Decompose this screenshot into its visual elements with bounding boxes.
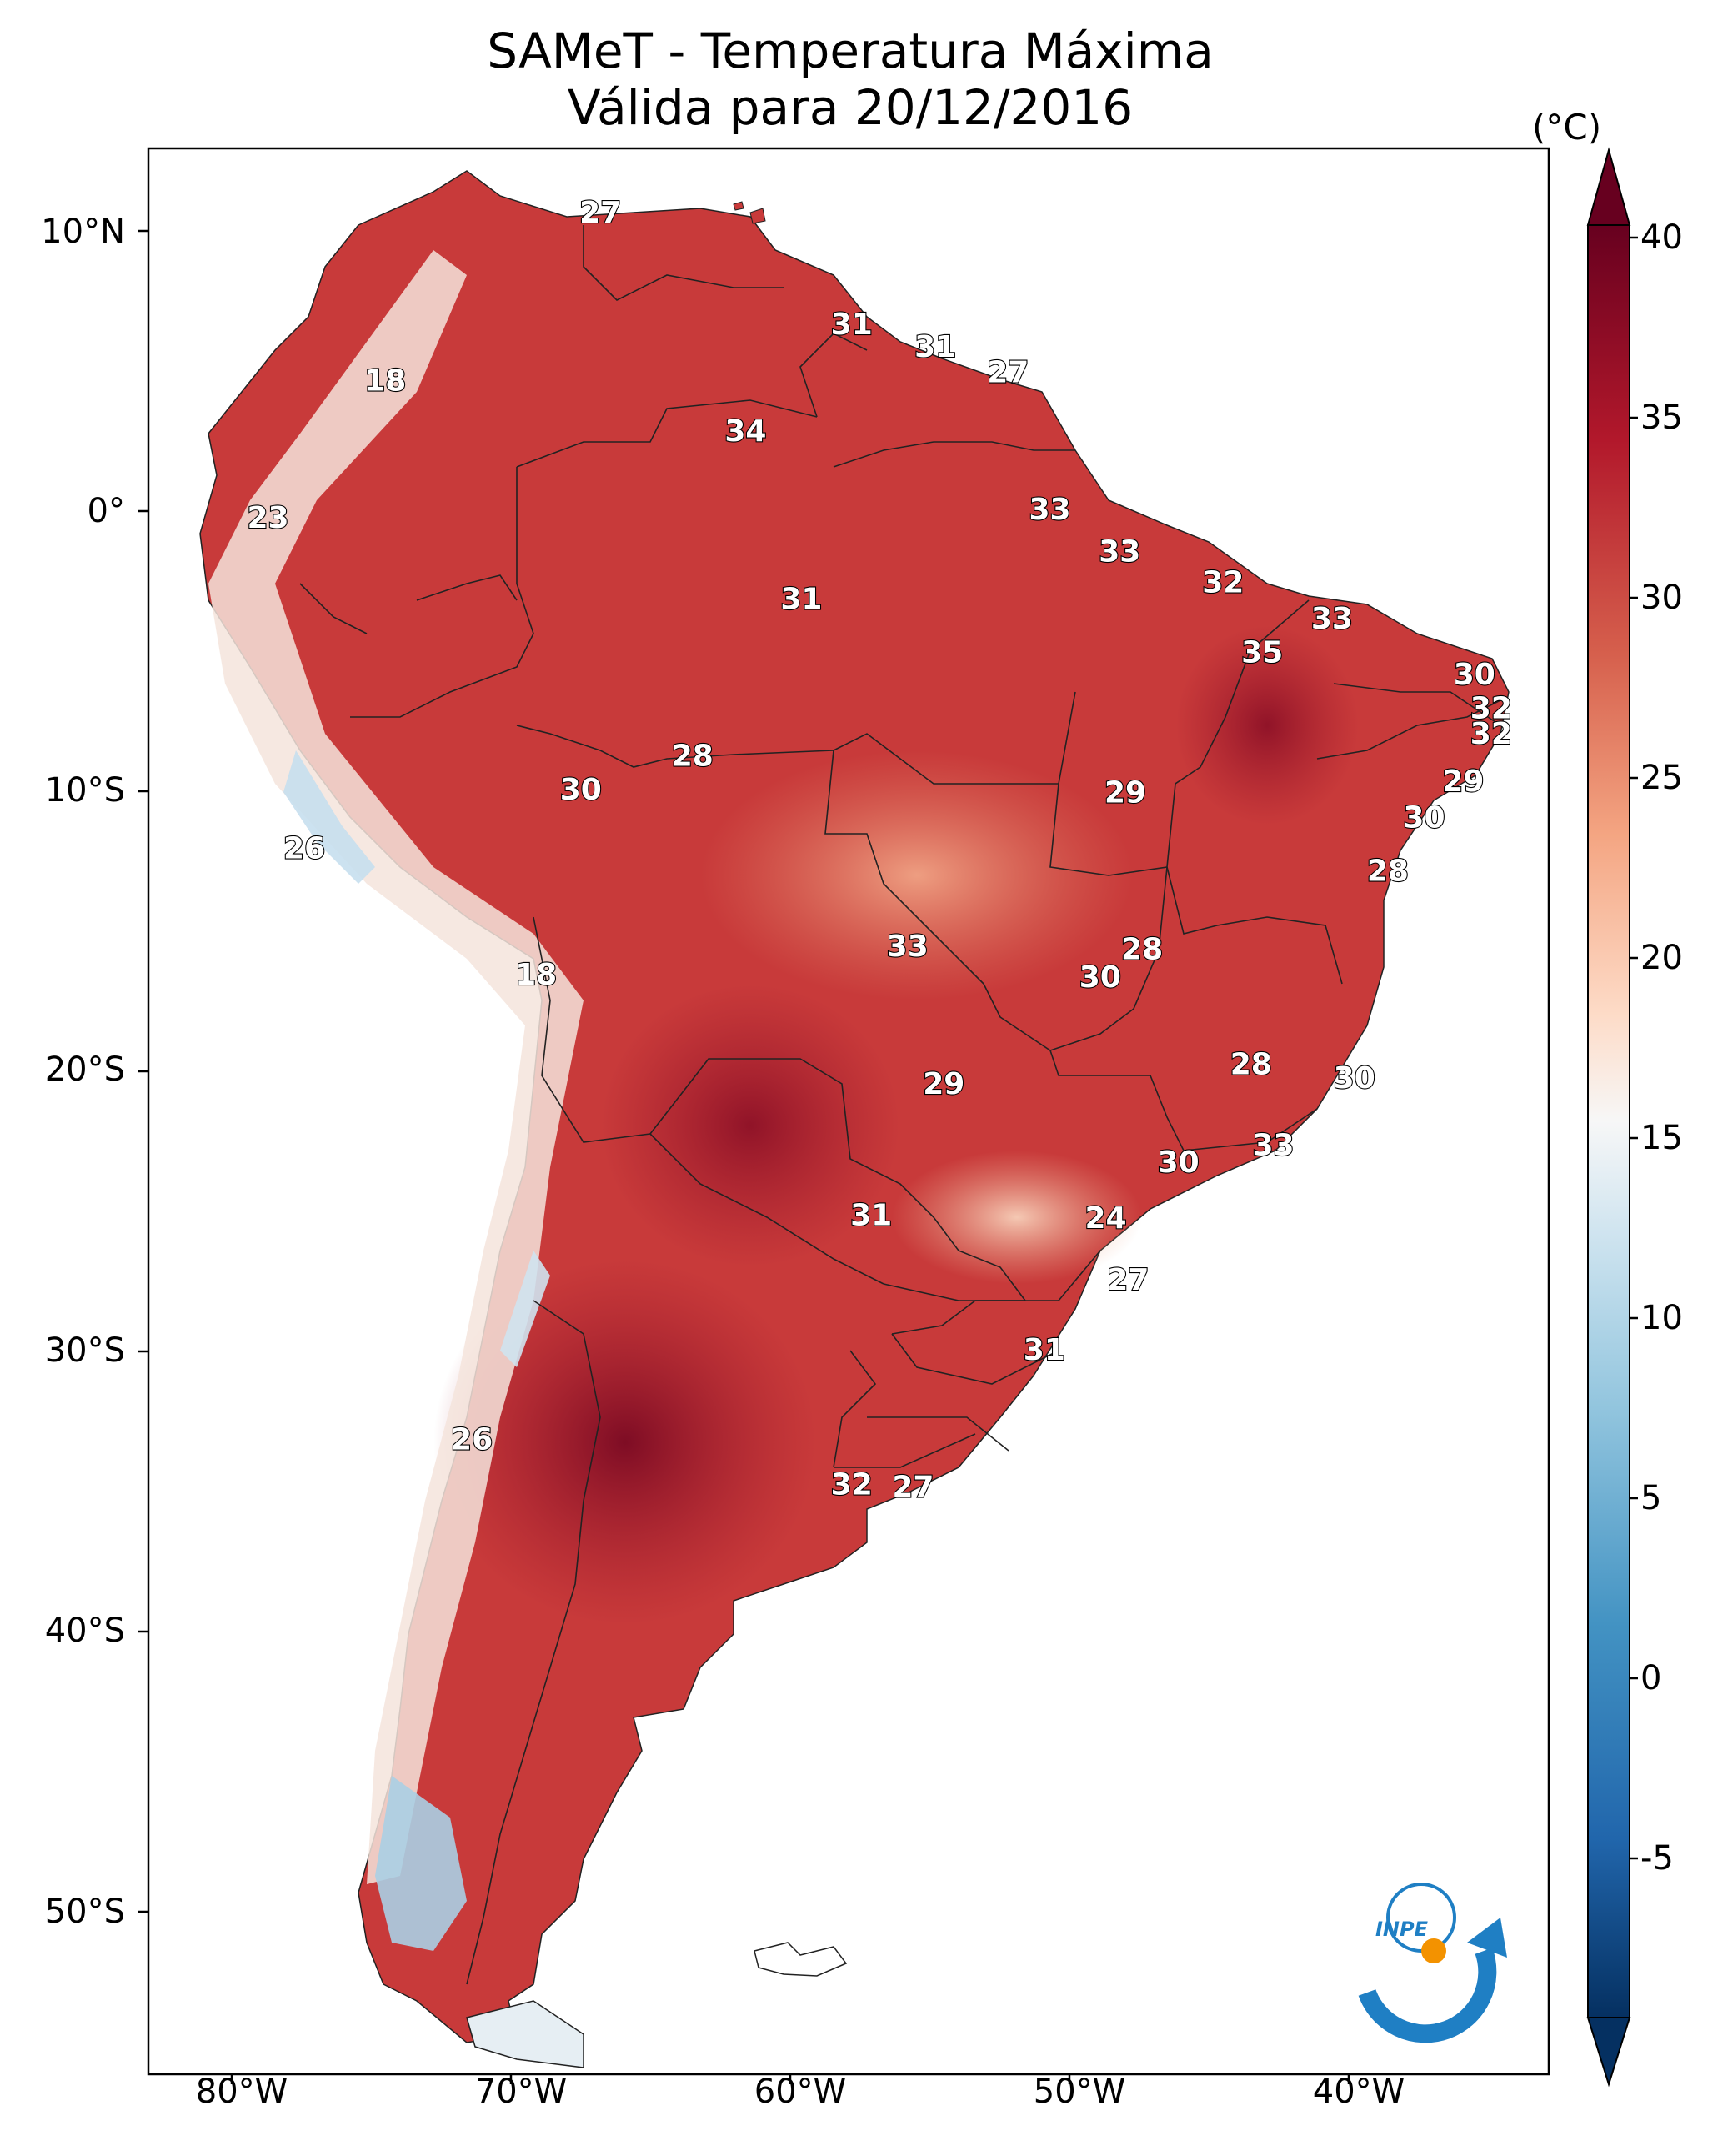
colorbar-bottom-extension: [1586, 2017, 1631, 2088]
axis-ticks: [138, 229, 1350, 2084]
mild-area-parana: [892, 1151, 1142, 1284]
tierra-del-fuego: [466, 2000, 584, 2068]
contour-label: 33: [1252, 1129, 1294, 1163]
lat-label-10s: 10°S: [44, 771, 125, 810]
contour-label: 33: [1099, 534, 1140, 569]
lat-label-40s: 40°S: [44, 1612, 125, 1650]
colorbar-tick-25: 25: [1640, 759, 1683, 797]
lat-label-50s: 50°S: [44, 1893, 125, 1931]
colorbar: [1586, 147, 1638, 2088]
map-frame: [147, 147, 1550, 2076]
lon-label-80w: 80°W: [195, 2073, 288, 2111]
contour-label: 30: [1454, 658, 1495, 692]
lat-label-0: 0°: [87, 492, 125, 530]
lat-label-30s: 30°S: [44, 1331, 125, 1370]
colorbar-gradient: [1587, 224, 1630, 2018]
logo-dot-icon: [1421, 1938, 1446, 1963]
contour-label: 31: [780, 583, 822, 617]
contour-label: 24: [1084, 1201, 1126, 1236]
contour-label: 33: [1311, 602, 1353, 636]
contour-label: 29: [923, 1067, 964, 1101]
caribbean-islands: [733, 201, 766, 224]
contour-label: 27: [1107, 1263, 1149, 1297]
contour-label: 30: [1079, 960, 1121, 995]
contour-label: 33: [1029, 493, 1070, 527]
contour-label: 28: [1230, 1047, 1272, 1081]
hot-spot-northeast: [1175, 625, 1359, 825]
contour-label: 27: [987, 355, 1029, 389]
lon-label-50w: 50°W: [1033, 2073, 1126, 2111]
contour-label: 32: [1470, 692, 1512, 726]
contour-label: 29: [1442, 765, 1484, 799]
colorbar-tick-20: 20: [1640, 939, 1683, 977]
contour-label: 30: [560, 773, 602, 807]
mild-area-central-brazil: [700, 750, 1134, 1000]
contour-label: 34: [724, 414, 766, 449]
contour-label: 26: [451, 1423, 493, 1457]
contour-label: 30: [1403, 801, 1445, 835]
contour-label: 26: [283, 832, 325, 866]
hot-spot-pampas: [433, 1259, 817, 1626]
colorbar-tick-10: 10: [1640, 1299, 1683, 1337]
lat-label-20s: 20°S: [44, 1050, 125, 1089]
colorbar-tick-30: 30: [1640, 579, 1683, 617]
lon-label-40w: 40°W: [1312, 2073, 1405, 2111]
patagonia-cool-area: [375, 1776, 467, 1951]
contour-label: 28: [1367, 854, 1409, 888]
colorbar-tick-0: 0: [1640, 1659, 1662, 1697]
contour-label: 33: [887, 930, 929, 964]
colorbar-tick-35: 35: [1640, 399, 1683, 437]
colorbar-tick-minus5: -5: [1640, 1839, 1674, 1878]
contour-label: 31: [831, 308, 873, 342]
contour-label: 29: [1104, 775, 1146, 810]
peru-cool-coast: [283, 750, 375, 884]
contour-label: 32: [1202, 565, 1244, 599]
contour-label: 27: [892, 1471, 934, 1505]
map-title: SAMeT - Temperatura Máxima: [487, 23, 1214, 79]
contour-label: 31: [914, 330, 956, 364]
colorbar-unit: (°C): [1532, 107, 1602, 148]
chile-cool-coast: [500, 1251, 550, 1367]
logo-text: INPE: [1375, 1918, 1429, 1941]
contour-label: 23: [247, 501, 288, 535]
lon-label-60w: 60°W: [754, 2073, 847, 2111]
contour-label: 32: [1470, 717, 1512, 751]
colorbar-tick-5: 5: [1640, 1479, 1662, 1517]
falkland-islands: [754, 1942, 848, 1977]
contour-label: 18: [364, 364, 406, 398]
contour-label: 28: [672, 740, 714, 774]
contour-label: 32: [831, 1467, 873, 1502]
hot-spot-chaco: [600, 984, 900, 1267]
colorbar-tick-40: 40: [1640, 218, 1683, 257]
contour-label: 30: [1334, 1061, 1375, 1096]
lat-label-10n: 10°N: [41, 213, 125, 251]
contour-label: 31: [850, 1199, 892, 1233]
contour-label: 35: [1241, 635, 1283, 669]
colorbar-tick-15: 15: [1640, 1119, 1683, 1157]
map-subtitle: Válida para 20/12/2016: [567, 79, 1134, 136]
colorbar-top-extension: [1586, 147, 1631, 226]
country-borders: [299, 225, 1501, 1985]
contour-label: 28: [1121, 933, 1163, 967]
inpe-logo: INPE: [1358, 1883, 1507, 2043]
contour-label: 31: [1024, 1333, 1065, 1367]
lon-label-70w: 70°W: [474, 2073, 568, 2111]
contour-label: 18: [515, 958, 557, 992]
contour-label: 27: [579, 196, 621, 230]
contour-label: 30: [1158, 1146, 1200, 1180]
